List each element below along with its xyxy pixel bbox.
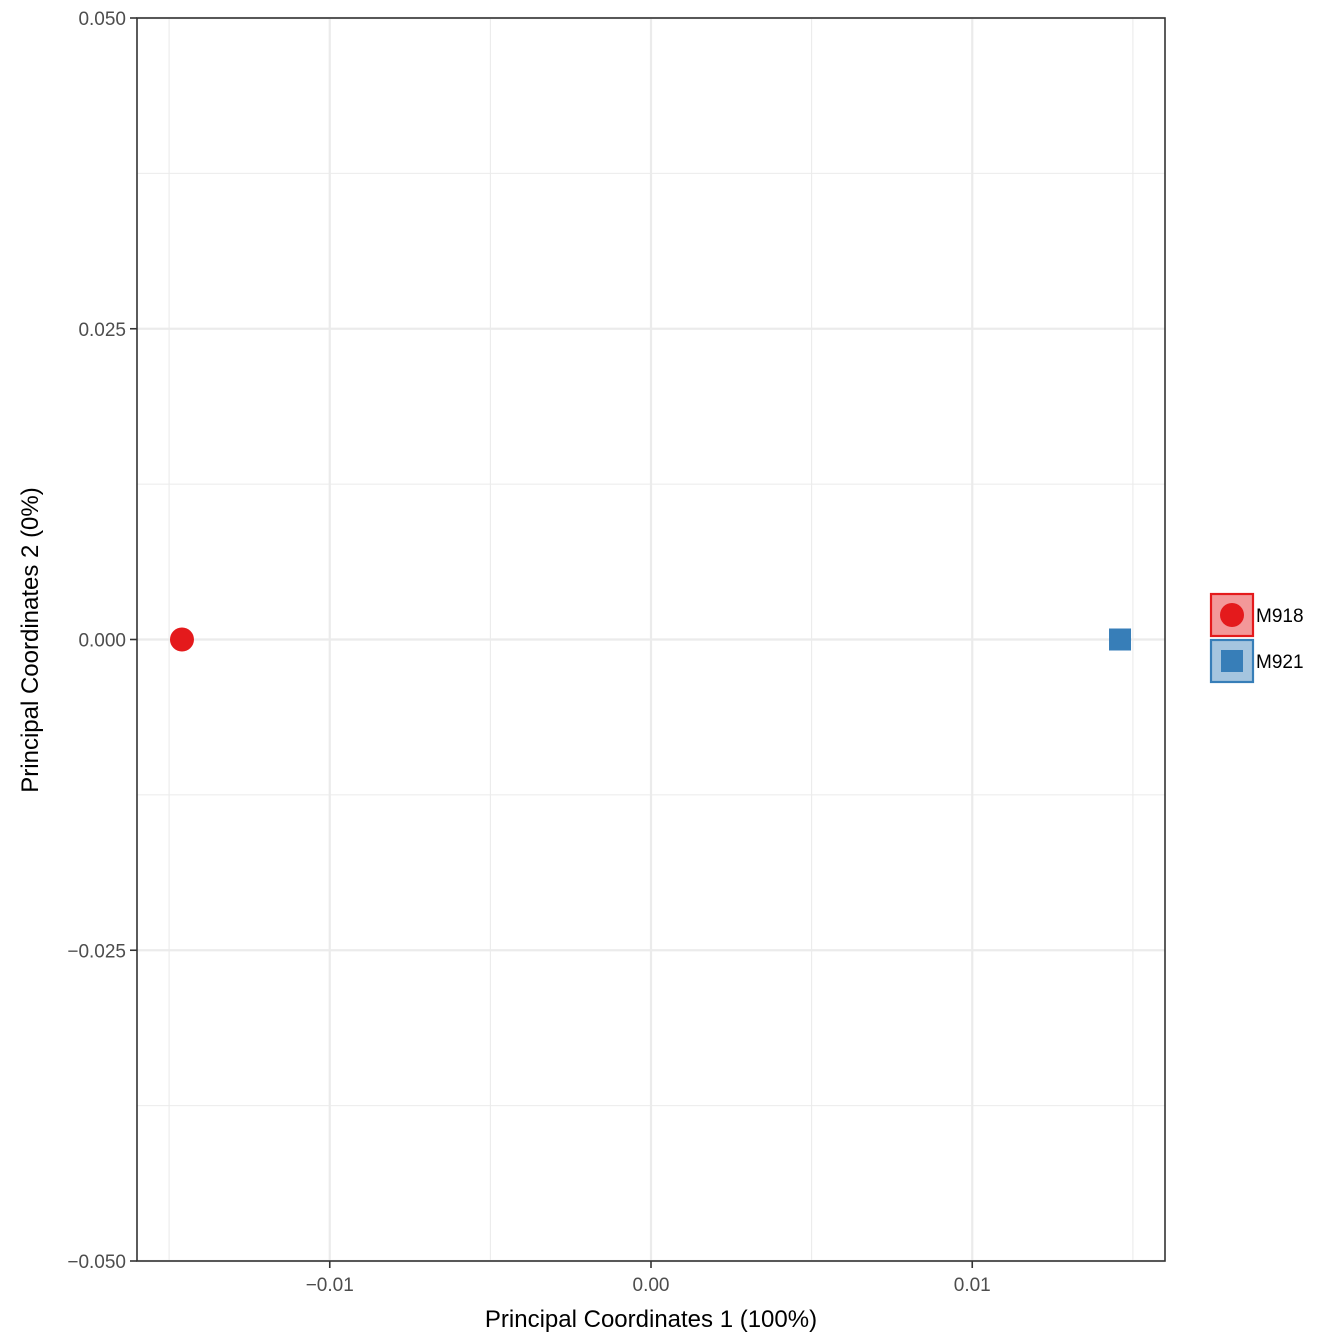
legend-symbol-M918 [1220, 603, 1244, 627]
y-axis-ticks: −0.050 −0.025 0.000 0.025 0.050 [67, 9, 137, 1273]
x-tick-label: −0.01 [306, 1275, 354, 1296]
y-tick-label: 0.025 [78, 320, 126, 341]
x-axis-title: Principal Coordinates 1 (100%) [485, 1306, 817, 1333]
data-points [169, 627, 1132, 652]
y-axis-title: Principal Coordinates 2 (0%) [17, 487, 44, 792]
legend-label-M921: M921 [1256, 652, 1304, 673]
point-M918 [169, 627, 194, 652]
point-M921 [1109, 628, 1132, 651]
x-tick-label: 0.01 [954, 1275, 991, 1296]
legend-symbol-M921 [1221, 650, 1243, 672]
x-tick-label: 0.00 [633, 1275, 670, 1296]
y-tick-label: −0.050 [67, 1252, 126, 1273]
y-tick-label: −0.025 [67, 941, 126, 962]
x-axis-ticks: −0.01 0.00 0.01 [306, 1261, 991, 1296]
legend: M918 M921 [1209, 592, 1304, 684]
y-tick-label: 0.000 [78, 631, 126, 652]
y-tick-label: 0.050 [78, 9, 126, 30]
legend-label-M918: M918 [1256, 606, 1304, 627]
